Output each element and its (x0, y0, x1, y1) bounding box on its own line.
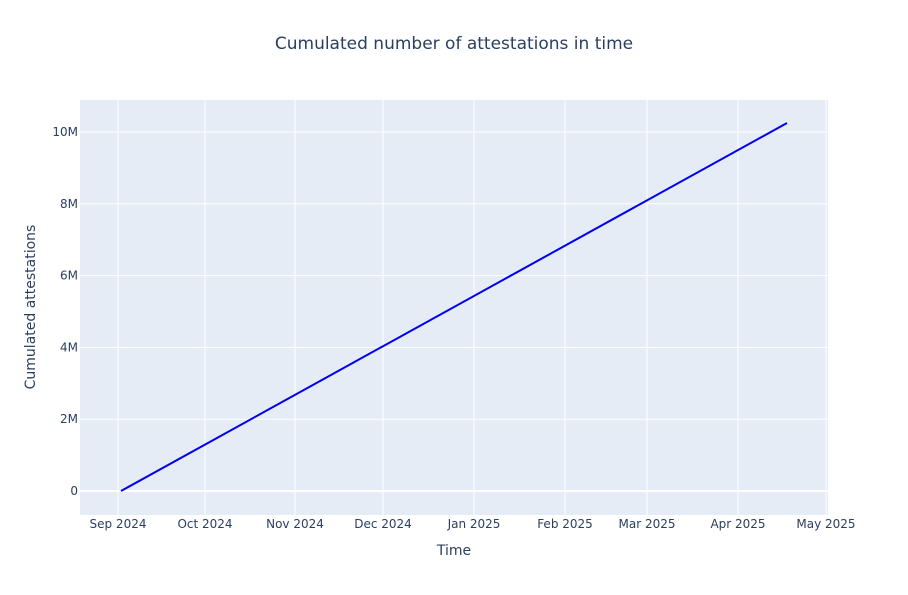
x-tick-label: Apr 2025 (710, 517, 765, 531)
y-axis-ticks: 0 2M 4M 6M 8M 10M (52, 125, 78, 498)
y-tick-label: 10M (52, 125, 78, 139)
y-tick-label: 4M (60, 340, 78, 354)
y-axis-label: Cumulated attestations (23, 225, 39, 390)
chart-title: Cumulated number of attestations in time (274, 34, 634, 54)
x-axis-label: Time (436, 543, 471, 559)
x-tick-label: Dec 2024 (354, 517, 412, 531)
x-tick-label: Sep 2024 (90, 517, 147, 531)
x-tick-label: May 2025 (796, 517, 855, 531)
x-axis-ticks: Sep 2024 Oct 2024 Nov 2024 Dec 2024 Jan 2025… (90, 517, 856, 531)
data-line (120, 122, 788, 492)
y-tick-label: 6M (60, 269, 78, 283)
x-tick-label: Mar 2025 (619, 517, 676, 531)
x-tick-label: Jan 2025 (447, 517, 501, 531)
gridlines (80, 100, 828, 515)
y-tick-label: 8M (60, 197, 78, 211)
y-tick-label: 2M (60, 412, 78, 426)
x-tick-label: Nov 2024 (266, 517, 324, 531)
x-tick-label: Oct 2024 (177, 517, 232, 531)
x-tick-label: Feb 2025 (537, 517, 593, 531)
y-tick-label: 0 (70, 484, 78, 498)
